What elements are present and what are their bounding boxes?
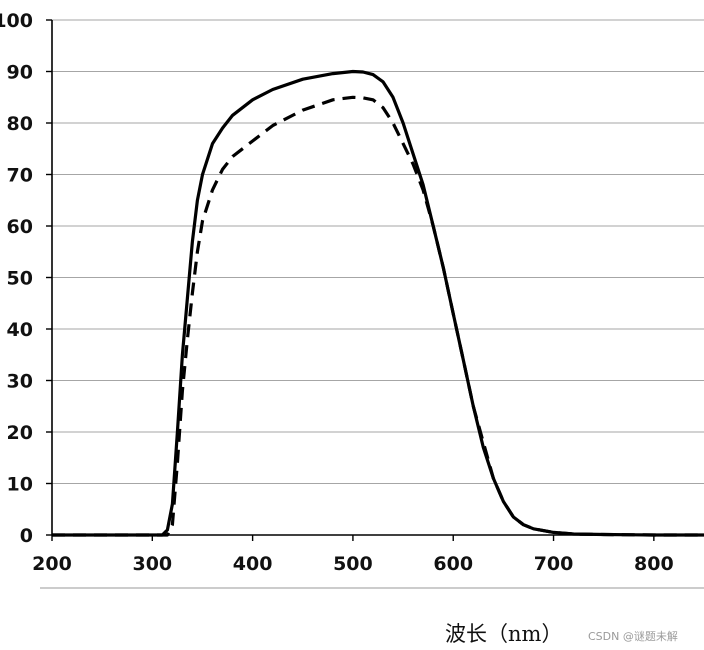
x-tick-label: 800	[634, 553, 674, 575]
y-tick-label: 0	[20, 525, 33, 547]
y-tick-label: 50	[7, 268, 33, 290]
x-tick-label: 400	[233, 553, 273, 575]
x-tick-label: 500	[333, 553, 373, 575]
y-tick-label: 80	[7, 113, 33, 135]
y-tick-label: 60	[7, 216, 33, 238]
y-tick-label: 70	[7, 165, 33, 187]
x-tick-label: 300	[132, 553, 172, 575]
y-tick-label: 40	[7, 319, 33, 341]
x-tick-label: 700	[534, 553, 574, 575]
y-tick-label: 30	[7, 371, 33, 393]
y-tick-label: 20	[7, 422, 33, 444]
series-dashed-line	[52, 95, 704, 537]
series-lines	[52, 69, 704, 537]
y-tick-labels: 0 10 20 30 40 50 60 70 80 90 100	[0, 10, 52, 547]
watermark-text: CSDN @谜题未解	[588, 629, 678, 643]
x-tick-labels: 200 300 400 500 600 700 800	[32, 535, 674, 575]
gridlines	[52, 19, 704, 484]
axes	[40, 20, 704, 589]
series-solid-line	[52, 69, 704, 537]
y-tick-label: 100	[0, 10, 33, 32]
x-tick-label: 600	[433, 553, 473, 575]
x-tick-label: 200	[32, 553, 72, 575]
y-tick-label: 90	[7, 62, 33, 84]
x-axis-title: 波长（nm）	[445, 622, 562, 646]
y-tick-label: 10	[7, 474, 33, 496]
